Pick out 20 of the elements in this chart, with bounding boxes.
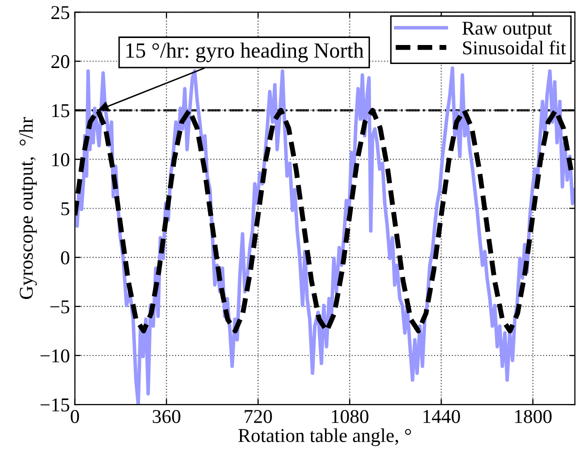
x-tick-label: 1800 xyxy=(515,410,552,424)
x-tick-label: 1080 xyxy=(332,410,368,424)
y-tick-label: −5 xyxy=(50,300,70,314)
y-tick-label: 15 xyxy=(52,104,70,118)
x-tick-label: 1440 xyxy=(424,410,460,424)
y-axis-title: Gyroscope output, °/hr xyxy=(19,117,37,299)
y-tick-label: 25 xyxy=(51,6,70,20)
y-tick-label: 0 xyxy=(61,251,70,264)
y-tick-label: −15 xyxy=(40,398,70,412)
legend-label: Sinusoidal fit xyxy=(463,40,566,54)
y-tick-label: 20 xyxy=(51,55,70,68)
x-tick-label: 720 xyxy=(244,410,272,424)
x-axis-title: Rotation table angle, ° xyxy=(238,428,411,446)
legend-label: Raw output xyxy=(462,22,552,39)
y-tick-label: 5 xyxy=(61,202,70,216)
annotation: 15 °/hr: gyro heading North xyxy=(126,42,364,62)
x-tick-label: 360 xyxy=(152,410,180,424)
x-tick-label: 0 xyxy=(70,410,79,424)
y-tick-label: −10 xyxy=(40,349,70,362)
y-tick-label: 10 xyxy=(52,153,70,166)
